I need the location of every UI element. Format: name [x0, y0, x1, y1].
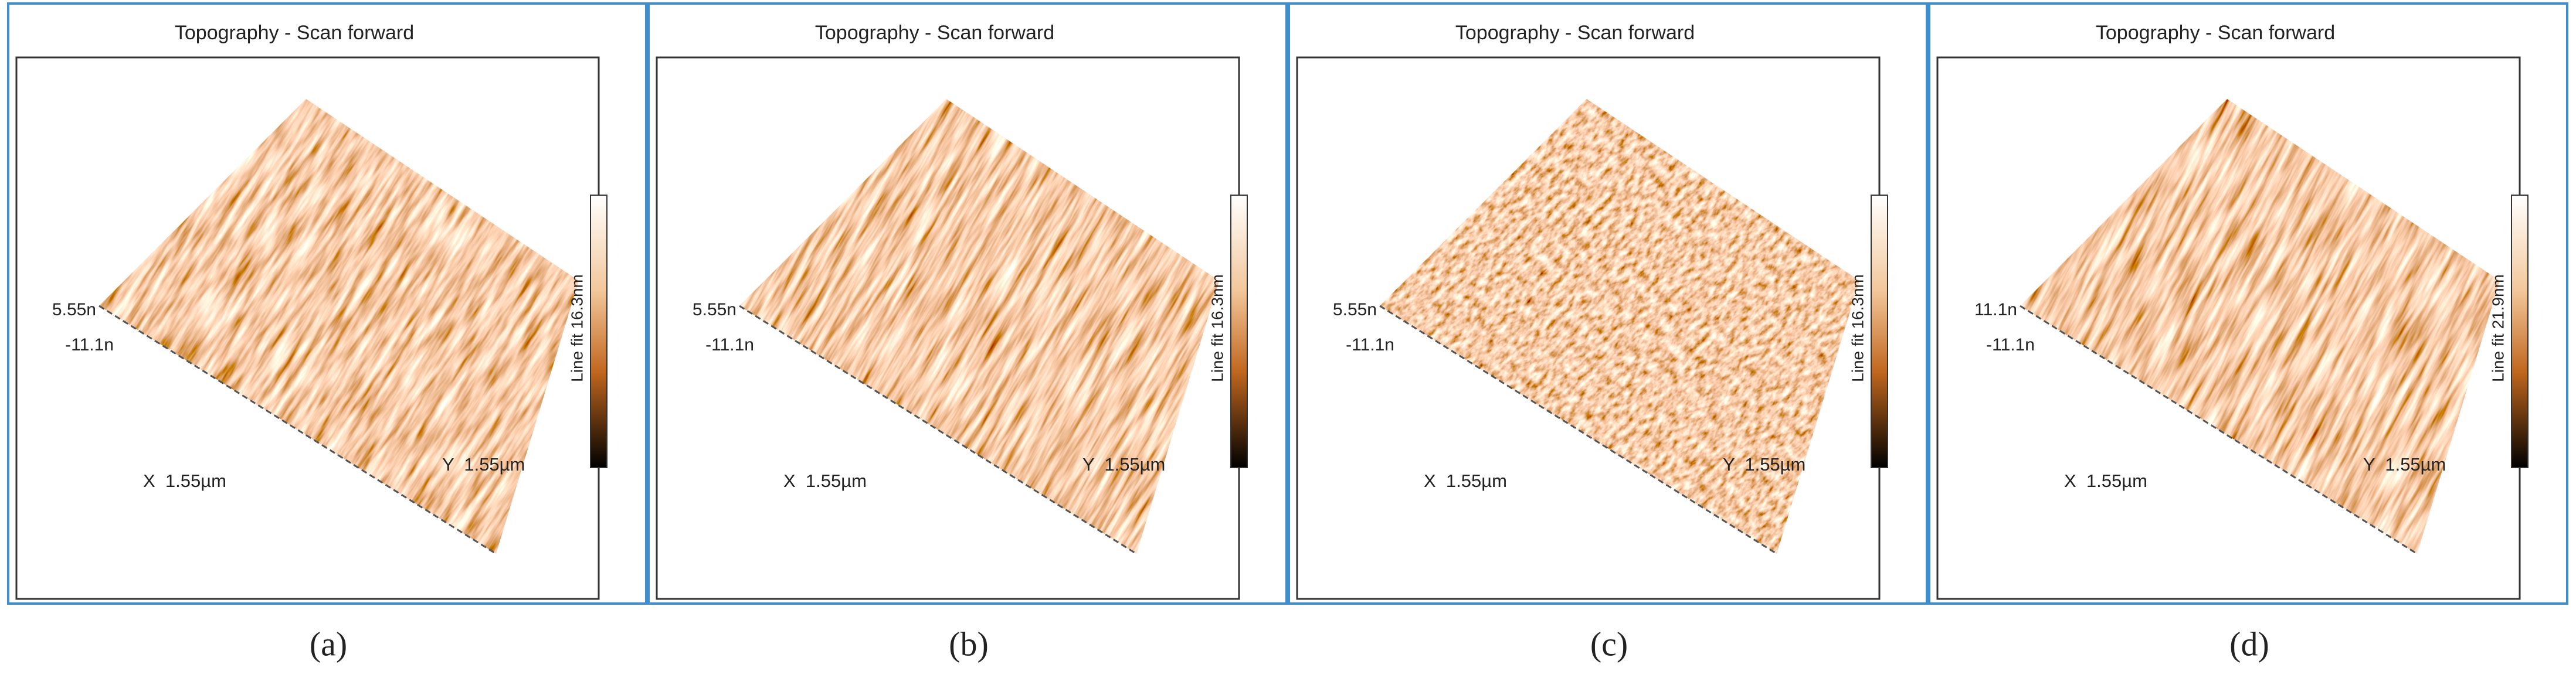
panel-frame: [7, 2, 647, 605]
z-bottom-label: -11.1n: [1986, 335, 2035, 355]
surface-texture: [2020, 99, 2500, 554]
caption: (b): [949, 625, 989, 663]
x-axis-label: X 1.55µm: [783, 471, 867, 491]
caption: (d): [2229, 625, 2269, 663]
colorbar-label: Line fit 16.3nm: [1848, 274, 1866, 382]
surface-edge: [1379, 305, 1777, 555]
panel-title: Topography - Scan forward: [2096, 22, 2335, 44]
z-top-label: 5.55n: [693, 300, 737, 319]
panel-frame: [647, 2, 1288, 605]
y-axis-label: Y 1.55µm: [1723, 454, 1805, 475]
surface: [1380, 98, 1859, 554]
caption: (c): [1590, 625, 1628, 663]
surface: [739, 99, 1220, 554]
colorbar: [590, 195, 607, 468]
x-axis-label: X 1.55µm: [1424, 471, 1507, 491]
y-axis-label: Y 1.55µm: [2363, 454, 2446, 475]
surface-texture: [1380, 98, 1859, 554]
surface-texture: [739, 99, 1220, 554]
surface-edge: [99, 305, 497, 555]
surface-edge: [2020, 305, 2418, 555]
caption: (a): [310, 625, 347, 663]
surface-edge: [739, 305, 1137, 555]
panel-title: Topography - Scan forward: [175, 22, 414, 44]
x-axis-label: X 1.55µm: [143, 471, 226, 491]
surface: [99, 98, 579, 554]
y-axis-label: Y 1.55µm: [442, 454, 525, 475]
colorbar-label: Line fit 16.3nm: [568, 274, 586, 382]
panel: Topography - Scan forward 5.55n -11.1n X 1.…: [1288, 2, 1928, 663]
colorbar: [2511, 195, 2529, 468]
panel: Topography - Scan forward 5.55n -11.1n X 1.…: [647, 2, 1288, 663]
panel-frame: [1928, 2, 2568, 605]
colorbar: [1871, 195, 1888, 468]
z-top-label: 5.55n: [52, 300, 96, 319]
z-bottom-label: -11.1n: [705, 335, 754, 355]
colorbar-label: Line fit 21.9nm: [2489, 274, 2507, 382]
colorbar: [1230, 195, 1248, 468]
panel-title: Topography - Scan forward: [1455, 22, 1695, 44]
panel-frame: [1288, 2, 1928, 605]
z-bottom-label: -11.1n: [65, 335, 114, 355]
surface: [2020, 99, 2500, 554]
y-axis-label: Y 1.55µm: [1082, 454, 1165, 475]
x-axis-label: X 1.55µm: [2064, 471, 2147, 491]
z-bottom-label: -11.1n: [1346, 335, 1394, 355]
panel: Topography - Scan forward 5.55n -11.1n X 1.…: [7, 2, 647, 663]
panel-title: Topography - Scan forward: [815, 22, 1054, 44]
surface-texture: [99, 98, 579, 554]
z-top-label: 5.55n: [1333, 300, 1377, 319]
colorbar-label: Line fit 16.3nm: [1208, 274, 1226, 382]
z-top-label: 11.1n: [1974, 300, 2017, 319]
panel: Topography - Scan forward 11.1n -11.1n X 1.…: [1928, 2, 2568, 663]
